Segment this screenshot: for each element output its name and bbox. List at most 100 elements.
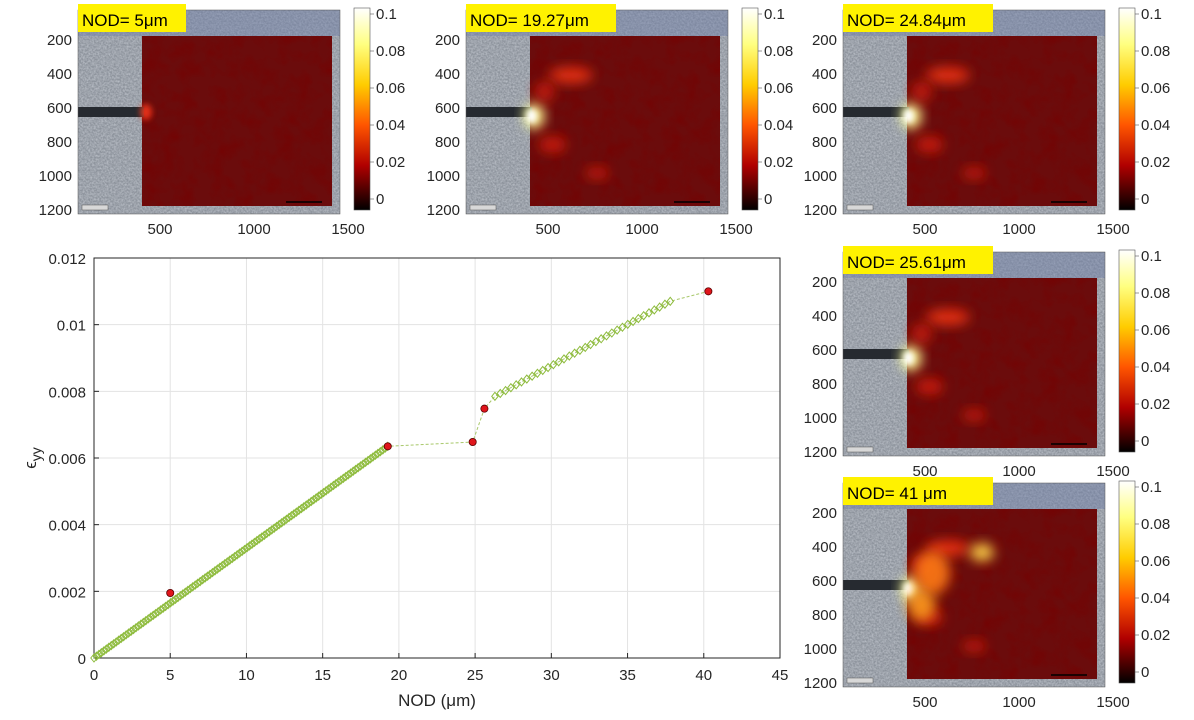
- diamond-point: [496, 388, 505, 399]
- diamond-point: [223, 557, 232, 567]
- strain-hotspots: [901, 540, 994, 653]
- hotspot: [903, 109, 914, 124]
- panel-title: NOD= 25.61μm: [847, 253, 966, 272]
- x-tick-label: 45: [772, 667, 789, 684]
- diamond-point: [607, 328, 616, 338]
- heatmap-y-tick: 1200: [804, 202, 837, 219]
- y-axis-label: ϵyy: [21, 447, 44, 469]
- diamond-point: [613, 325, 621, 335]
- hotspot: [925, 309, 970, 326]
- notch: [78, 107, 144, 117]
- diamond-point: [554, 356, 563, 367]
- heatmap-y-tick: 200: [812, 505, 837, 522]
- heatmap-y-tick: 1000: [804, 168, 837, 185]
- diamond-point: [225, 555, 234, 565]
- diamond-point: [618, 322, 627, 333]
- colorbar-tick-label: 0.04: [1141, 359, 1170, 376]
- notch: [843, 107, 909, 117]
- notch: [843, 349, 909, 359]
- hotspot: [911, 81, 932, 102]
- heatmap-y-tick: 800: [435, 134, 460, 151]
- panel-title: NOD= 41 μm: [847, 484, 947, 503]
- diamond-point: [97, 647, 106, 658]
- colorbar: [741, 7, 759, 211]
- diamond-point: [650, 305, 659, 315]
- diamond-point: [576, 345, 584, 356]
- diamond-point: [220, 558, 229, 569]
- heatmap-y-tick: 1000: [804, 641, 837, 658]
- diamond-point: [171, 594, 180, 605]
- heatmap-y-tick: 800: [47, 134, 72, 151]
- strain-hotspots: [901, 67, 986, 180]
- colorbar-tick-label: 0.1: [376, 6, 397, 23]
- y-axis-label-sub: yy: [28, 447, 44, 461]
- diamond-point: [297, 503, 306, 514]
- colorbar-tick-label: 0.06: [1141, 322, 1170, 339]
- diamond-point: [324, 484, 333, 494]
- diamond-point: [597, 333, 606, 344]
- hotspot: [548, 67, 593, 84]
- heatmap-x-tick: 1500: [1096, 694, 1129, 711]
- heatmap-x-tick: 1000: [625, 221, 658, 238]
- diamond-point: [349, 466, 358, 477]
- x-tick-label: 40: [695, 667, 712, 684]
- heatmap-x-tick: 1500: [331, 221, 364, 238]
- diamond-point: [639, 310, 648, 321]
- hotspot: [962, 409, 986, 422]
- diamond-point: [319, 487, 328, 498]
- diamond-point: [124, 628, 133, 638]
- colorbar-tick-label: 0.1: [1141, 479, 1162, 496]
- colorbar-tick-label: 0.06: [376, 80, 405, 97]
- diamond-point: [538, 365, 547, 376]
- heatmap-y-tick: 800: [812, 376, 837, 393]
- notch: [466, 107, 532, 117]
- colorbar-tick-label: 0.08: [1141, 43, 1170, 60]
- colorbar: [1118, 7, 1136, 211]
- heatmap-y-tick: 200: [812, 32, 837, 49]
- diamond-point: [322, 486, 330, 496]
- diamond-point: [629, 316, 637, 327]
- x-tick-label: 0: [90, 667, 98, 684]
- main-x-ticks: 0 5 10 15 20 25 30 35 40 45: [90, 653, 789, 684]
- diamond-point: [107, 640, 116, 651]
- diamond-point: [280, 516, 288, 526]
- diamond-point: [154, 606, 163, 617]
- diamond-point: [211, 566, 219, 576]
- y-tick-label: 0.012: [48, 251, 86, 268]
- heatmap-y-tick: 1200: [427, 202, 460, 219]
- diamond-point: [255, 534, 264, 544]
- hotspot: [538, 136, 567, 153]
- diamond-point: [661, 299, 669, 310]
- hotspot: [969, 543, 994, 562]
- diamond-point: [248, 539, 256, 549]
- diamond-point: [533, 368, 542, 379]
- colorbar-tick-label: 0.02: [1141, 154, 1170, 171]
- colorbar: [353, 7, 371, 211]
- diamond-point: [275, 519, 283, 530]
- colorbar-tick-label: 0.06: [764, 80, 793, 97]
- diamond-point: [544, 362, 552, 373]
- diamond-point: [351, 464, 360, 475]
- diamond-point: [240, 544, 249, 555]
- diamond-point: [272, 521, 281, 532]
- diamond-point: [359, 459, 367, 469]
- title-badge: [843, 246, 993, 274]
- diamond-point: [216, 562, 224, 573]
- hotspot: [585, 167, 609, 180]
- heatmap-x-tick: 500: [535, 221, 560, 238]
- heatmap-y-tick: 800: [812, 134, 837, 151]
- panel-border: [77, 9, 341, 215]
- diamond-point: [295, 505, 303, 516]
- diamond-point: [309, 494, 318, 505]
- heatmap-y-tick: 1000: [39, 168, 72, 185]
- diamond-point: [332, 478, 340, 489]
- panel-title: NOD= 5μm: [82, 11, 168, 30]
- diamond-point: [507, 382, 515, 393]
- diamond-point: [645, 308, 653, 318]
- y-tick-label: 0.002: [48, 584, 86, 601]
- x-tick-label: 25: [467, 667, 484, 684]
- diamond-point: [304, 498, 313, 509]
- heatmap-y-tick: 1200: [39, 202, 72, 219]
- strain-field-texture: [907, 509, 1097, 679]
- red-data-point: [468, 437, 477, 446]
